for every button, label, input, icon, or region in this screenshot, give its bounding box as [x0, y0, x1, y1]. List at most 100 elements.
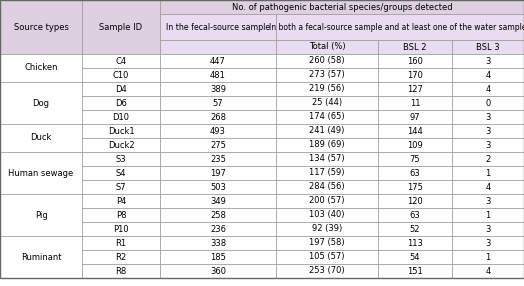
Text: 197 (58): 197 (58)	[309, 239, 345, 247]
Bar	[452, 264, 524, 278]
Text: Duck: Duck	[30, 134, 52, 142]
Text: Total (%): Total (%)	[309, 43, 345, 51]
Bar	[0, 152, 82, 194]
Text: D10: D10	[113, 112, 129, 122]
Text: 52: 52	[410, 225, 420, 233]
Bar	[452, 68, 524, 82]
Bar	[276, 250, 378, 264]
Text: 120: 120	[407, 196, 423, 206]
Bar	[452, 40, 524, 54]
Text: 151: 151	[407, 267, 423, 275]
Bar	[378, 236, 452, 250]
Text: BSL 3: BSL 3	[476, 43, 500, 51]
Text: 258: 258	[210, 210, 226, 219]
Text: 103 (40): 103 (40)	[309, 210, 345, 219]
Bar	[452, 54, 524, 68]
Bar	[0, 124, 82, 152]
Text: 57: 57	[213, 98, 223, 108]
Text: 3: 3	[485, 126, 490, 136]
Text: Ruminant: Ruminant	[21, 253, 61, 261]
Bar	[160, 152, 276, 166]
Bar	[82, 0, 160, 54]
Text: Duck2: Duck2	[108, 140, 134, 150]
Bar	[82, 236, 160, 250]
Text: 170: 170	[407, 71, 423, 80]
Text: 493: 493	[210, 126, 226, 136]
Bar	[378, 264, 452, 278]
Text: Chicken: Chicken	[24, 63, 58, 72]
Text: 503: 503	[210, 182, 226, 192]
Bar	[82, 152, 160, 166]
Bar	[160, 264, 276, 278]
Bar	[452, 82, 524, 96]
Text: 97: 97	[410, 112, 420, 122]
Bar	[0, 236, 82, 278]
Text: Sample ID: Sample ID	[100, 23, 143, 31]
Bar	[0, 194, 82, 236]
Text: No. of pathogenic bacterial species/groups detected: No. of pathogenic bacterial species/grou…	[232, 3, 452, 11]
Bar	[452, 124, 524, 138]
Bar	[160, 82, 276, 96]
Bar	[452, 194, 524, 208]
Bar	[160, 110, 276, 124]
Bar	[160, 166, 276, 180]
Bar	[378, 96, 452, 110]
Bar	[378, 124, 452, 138]
Text: 127: 127	[407, 84, 423, 94]
Bar	[452, 250, 524, 264]
Bar	[276, 82, 378, 96]
Bar	[378, 208, 452, 222]
Text: 447: 447	[210, 57, 226, 65]
Bar	[452, 110, 524, 124]
Text: Human sewage: Human sewage	[8, 168, 74, 178]
Bar	[378, 110, 452, 124]
Text: 4: 4	[485, 182, 490, 192]
Bar	[82, 54, 160, 68]
Bar	[0, 54, 82, 82]
Text: 3: 3	[485, 112, 490, 122]
Bar	[452, 96, 524, 110]
Text: In the fecal-source sample: In the fecal-source sample	[166, 23, 270, 31]
Bar	[82, 264, 160, 278]
Bar	[276, 138, 378, 152]
Text: 236: 236	[210, 225, 226, 233]
Text: D6: D6	[115, 98, 127, 108]
Bar	[82, 124, 160, 138]
Text: Source types: Source types	[14, 23, 69, 31]
Bar	[82, 180, 160, 194]
Text: 75: 75	[410, 154, 420, 164]
Text: 273 (57): 273 (57)	[309, 71, 345, 80]
Text: 92 (39): 92 (39)	[312, 225, 342, 233]
Bar	[378, 68, 452, 82]
Text: 117 (59): 117 (59)	[309, 168, 345, 178]
Bar	[82, 82, 160, 96]
Text: 3: 3	[485, 239, 490, 247]
Bar	[160, 180, 276, 194]
Text: 268: 268	[210, 112, 226, 122]
Bar	[452, 236, 524, 250]
Bar	[276, 166, 378, 180]
Bar	[160, 0, 524, 14]
Bar	[452, 208, 524, 222]
Text: 275: 275	[210, 140, 226, 150]
Bar	[160, 14, 276, 40]
Text: 0: 0	[485, 98, 490, 108]
Text: R1: R1	[115, 239, 127, 247]
Bar	[378, 138, 452, 152]
Bar	[276, 236, 378, 250]
Text: D4: D4	[115, 84, 127, 94]
Text: 253 (70): 253 (70)	[309, 267, 345, 275]
Bar	[160, 54, 276, 68]
Bar	[160, 124, 276, 138]
Bar	[276, 68, 378, 82]
Text: 185: 185	[210, 253, 226, 261]
Text: 1: 1	[485, 210, 490, 219]
Text: P4: P4	[116, 196, 126, 206]
Bar	[160, 194, 276, 208]
Text: 2: 2	[485, 154, 490, 164]
Bar	[378, 82, 452, 96]
Bar	[160, 40, 276, 54]
Bar	[378, 166, 452, 180]
Bar	[378, 194, 452, 208]
Bar	[276, 180, 378, 194]
